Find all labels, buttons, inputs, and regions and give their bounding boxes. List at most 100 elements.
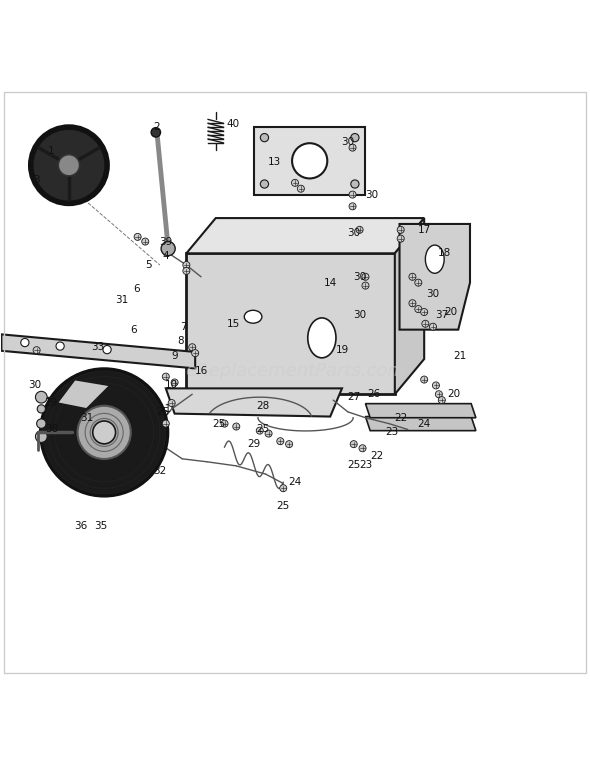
- Circle shape: [232, 423, 240, 430]
- Circle shape: [151, 128, 160, 137]
- Text: 37: 37: [435, 310, 448, 320]
- Circle shape: [397, 235, 404, 243]
- Polygon shape: [1, 334, 195, 369]
- Circle shape: [31, 127, 107, 203]
- Text: 6: 6: [130, 324, 137, 334]
- Text: 30: 30: [341, 137, 355, 147]
- Polygon shape: [365, 417, 476, 431]
- Circle shape: [397, 226, 404, 233]
- Polygon shape: [166, 389, 342, 417]
- Text: 23: 23: [385, 428, 398, 438]
- Circle shape: [415, 279, 422, 286]
- Text: 24: 24: [418, 418, 431, 428]
- Text: 25: 25: [212, 418, 225, 428]
- Text: 4: 4: [162, 251, 169, 261]
- Circle shape: [161, 242, 175, 256]
- Circle shape: [56, 342, 64, 350]
- Text: 28: 28: [256, 401, 269, 411]
- Polygon shape: [395, 218, 424, 394]
- Circle shape: [277, 438, 284, 444]
- Text: 24: 24: [289, 477, 301, 487]
- Circle shape: [297, 185, 304, 192]
- Circle shape: [421, 308, 428, 315]
- Circle shape: [349, 144, 356, 151]
- Circle shape: [356, 226, 363, 233]
- Circle shape: [41, 369, 168, 496]
- Text: 30: 30: [353, 310, 366, 320]
- FancyBboxPatch shape: [186, 253, 395, 394]
- Text: 33: 33: [91, 342, 105, 352]
- Text: 16: 16: [195, 366, 208, 376]
- Circle shape: [350, 441, 358, 448]
- Text: 7: 7: [180, 322, 187, 332]
- Text: 25: 25: [347, 460, 360, 470]
- Text: 19: 19: [335, 345, 349, 355]
- Circle shape: [351, 180, 359, 188]
- Circle shape: [409, 300, 416, 307]
- Circle shape: [21, 338, 29, 347]
- Circle shape: [349, 191, 356, 198]
- Circle shape: [430, 323, 437, 330]
- Text: 11: 11: [159, 404, 172, 414]
- Circle shape: [362, 282, 369, 289]
- Circle shape: [421, 376, 428, 383]
- Text: 31: 31: [115, 295, 129, 305]
- Text: 35: 35: [94, 522, 108, 532]
- Text: 30: 30: [365, 190, 378, 200]
- Text: 31: 31: [80, 413, 93, 423]
- Text: 15: 15: [227, 319, 240, 329]
- Ellipse shape: [308, 318, 336, 358]
- Circle shape: [58, 155, 80, 176]
- Text: 40: 40: [227, 119, 240, 129]
- Text: 30: 30: [427, 289, 440, 299]
- Text: 21: 21: [453, 351, 466, 361]
- Circle shape: [438, 396, 445, 404]
- Text: 2: 2: [153, 122, 160, 132]
- Ellipse shape: [244, 311, 262, 323]
- Circle shape: [93, 421, 116, 444]
- Circle shape: [189, 343, 196, 351]
- Text: 9: 9: [171, 351, 178, 361]
- Circle shape: [183, 262, 190, 269]
- Polygon shape: [57, 379, 110, 409]
- Text: 32: 32: [153, 466, 166, 476]
- Circle shape: [432, 382, 440, 389]
- Circle shape: [35, 431, 47, 442]
- Polygon shape: [365, 404, 476, 418]
- Circle shape: [422, 321, 429, 327]
- Circle shape: [162, 420, 169, 427]
- Ellipse shape: [425, 245, 444, 273]
- Text: 20: 20: [447, 389, 460, 399]
- Circle shape: [409, 273, 416, 280]
- Circle shape: [37, 419, 46, 428]
- Circle shape: [77, 405, 131, 459]
- Circle shape: [183, 268, 190, 275]
- Circle shape: [291, 179, 299, 187]
- Circle shape: [349, 203, 356, 210]
- Circle shape: [37, 405, 45, 413]
- Circle shape: [162, 373, 169, 380]
- Circle shape: [415, 305, 422, 313]
- Text: 5: 5: [145, 260, 152, 270]
- Circle shape: [221, 420, 228, 427]
- Circle shape: [292, 143, 327, 178]
- Circle shape: [260, 134, 268, 142]
- Text: 14: 14: [323, 278, 337, 288]
- Circle shape: [286, 441, 293, 448]
- Text: 25: 25: [156, 407, 169, 417]
- Circle shape: [168, 399, 175, 406]
- Circle shape: [142, 238, 149, 245]
- Text: 26: 26: [368, 389, 381, 399]
- Text: 19: 19: [45, 398, 58, 408]
- FancyBboxPatch shape: [254, 127, 365, 194]
- Text: 8: 8: [177, 337, 184, 347]
- Text: 39: 39: [159, 236, 172, 246]
- Circle shape: [351, 134, 359, 142]
- Text: 18: 18: [438, 249, 451, 259]
- Circle shape: [435, 391, 442, 398]
- Circle shape: [265, 430, 272, 437]
- Circle shape: [192, 350, 199, 356]
- Text: 10: 10: [165, 380, 178, 390]
- Text: 25: 25: [256, 425, 269, 435]
- Text: 36: 36: [74, 522, 87, 532]
